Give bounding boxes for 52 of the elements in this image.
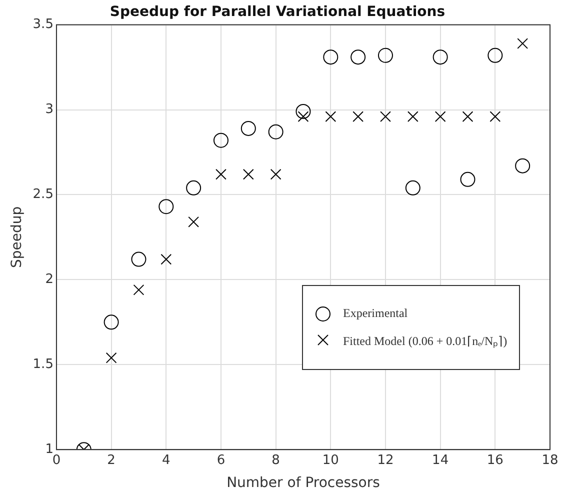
point <box>133 284 144 296</box>
x-tick-label: 18 <box>542 452 558 468</box>
x-tick-label: 6 <box>216 452 226 468</box>
y-tick-label: 1 <box>45 442 54 457</box>
point <box>405 180 420 196</box>
point <box>434 111 446 122</box>
point <box>213 132 228 148</box>
point <box>488 48 503 63</box>
point <box>352 111 364 122</box>
legend-label: Experimental <box>343 306 408 322</box>
y-axis-title: Speedup <box>9 206 26 268</box>
x-tick-label: 0 <box>52 452 61 468</box>
point <box>186 180 202 196</box>
x-tick-label: 4 <box>162 452 170 468</box>
point <box>268 124 284 140</box>
point <box>160 254 172 265</box>
point <box>240 120 256 136</box>
point <box>216 168 226 180</box>
point <box>462 111 474 122</box>
point <box>296 104 311 119</box>
y-tick-label: 3.5 <box>32 17 54 32</box>
point <box>350 50 366 65</box>
x-tick-label: 16 <box>486 452 504 468</box>
y-tick-label: 1.5 <box>32 357 54 372</box>
point <box>242 168 254 180</box>
point <box>270 168 282 180</box>
point <box>460 172 476 187</box>
chart-title: Speedup for Parallel Variational Equations <box>110 4 446 20</box>
point <box>407 111 418 122</box>
point <box>432 50 448 65</box>
y-tick-label: 2.5 <box>32 187 54 202</box>
point <box>515 158 530 174</box>
x-tick-label: 12 <box>377 452 394 468</box>
point <box>325 111 336 122</box>
x-tick-label: 14 <box>432 452 449 468</box>
point <box>104 314 119 330</box>
y-tick-label: 2 <box>45 272 54 288</box>
point <box>188 216 200 228</box>
x-tick-label: 8 <box>272 452 280 468</box>
y-tick-label: 3 <box>45 102 54 118</box>
point <box>323 50 338 65</box>
point <box>517 38 528 49</box>
point <box>380 111 391 122</box>
legend-label: Fitted Model (0.06 + 0.01⌈nₑ/Nₚ⌉) <box>343 332 508 349</box>
x-tick-label: 2 <box>107 452 116 468</box>
point <box>131 252 146 267</box>
x-axis-title: Number of Processors <box>226 475 380 492</box>
point <box>490 111 501 122</box>
x-tick-label: 10 <box>322 452 339 468</box>
point <box>378 48 393 63</box>
point <box>158 199 174 214</box>
point <box>106 352 117 364</box>
